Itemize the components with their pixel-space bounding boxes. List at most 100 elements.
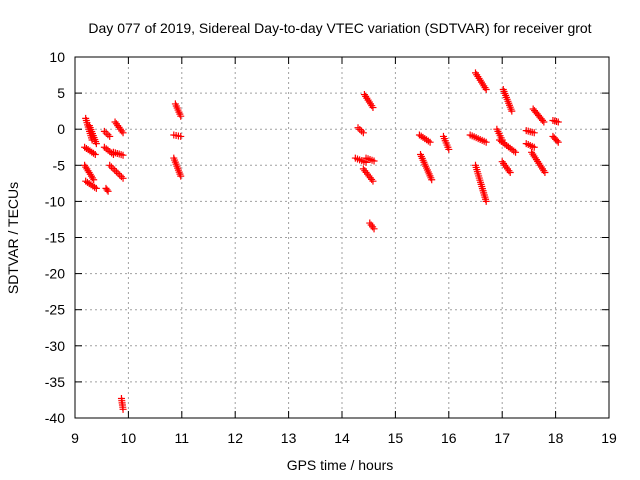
data-segment xyxy=(170,131,185,140)
chart-title: Day 077 of 2019, Sidereal Day-to-day VTE… xyxy=(88,20,591,36)
data-point xyxy=(177,132,185,140)
data-point xyxy=(553,137,561,145)
data-point xyxy=(104,187,112,195)
x-tick-label: 16 xyxy=(441,430,457,446)
data-point xyxy=(107,163,115,171)
data-point xyxy=(530,143,538,151)
data-segment xyxy=(359,165,377,185)
x-tick-label: 18 xyxy=(548,430,564,446)
data-segment xyxy=(100,127,114,140)
data-point xyxy=(482,197,490,205)
data-point xyxy=(92,184,100,192)
data-point xyxy=(119,151,127,159)
data-point xyxy=(508,107,516,115)
data-point xyxy=(554,118,562,126)
data-point xyxy=(482,85,490,93)
data-point xyxy=(426,138,434,146)
data-segment xyxy=(549,132,562,146)
data-point xyxy=(116,171,124,179)
data-segment xyxy=(528,148,549,177)
data-point xyxy=(530,129,538,137)
x-tick-label: 17 xyxy=(494,430,510,446)
data-point xyxy=(119,174,127,182)
y-tick-label: 0 xyxy=(57,121,65,137)
y-tick-label: -10 xyxy=(45,193,65,209)
data-point xyxy=(177,112,185,120)
x-tick-labels: 9 10 11 12 13 14 15 16 17 18 19 xyxy=(71,430,617,446)
data-point xyxy=(482,138,490,146)
data-point xyxy=(539,116,547,124)
x-axis-label: GPS time / hours xyxy=(287,457,394,473)
data-segment xyxy=(472,161,490,205)
data-point xyxy=(91,150,99,158)
y-tick-label: -35 xyxy=(45,374,65,390)
data-segment xyxy=(85,122,100,148)
data-point xyxy=(111,166,119,174)
data-segment xyxy=(499,85,516,115)
data-point xyxy=(103,186,111,194)
data-point xyxy=(109,165,117,173)
data-segment xyxy=(170,154,185,180)
data-segment xyxy=(529,105,548,126)
data-segment xyxy=(439,132,453,153)
data-segment xyxy=(496,136,520,156)
data-segment xyxy=(111,118,127,137)
y-tick-labels: 10 5 0 -5 -10 -15 -20 -25 -30 -35 -40 xyxy=(45,49,65,426)
data-segment xyxy=(106,161,127,182)
data-segment xyxy=(498,158,514,177)
data-point xyxy=(106,161,114,169)
x-tick-label: 13 xyxy=(281,430,297,446)
x-tick-label: 19 xyxy=(601,430,617,446)
data-segment xyxy=(102,184,112,195)
data-segment xyxy=(522,127,538,137)
data-segment xyxy=(416,150,436,184)
data-segment xyxy=(362,154,378,165)
data-point xyxy=(428,176,436,184)
data-point xyxy=(370,225,378,233)
data-segment xyxy=(351,154,370,166)
data-segment xyxy=(354,124,367,137)
data-segment xyxy=(522,140,538,151)
data-segment xyxy=(360,91,377,112)
data-segment xyxy=(81,143,99,158)
data-point xyxy=(119,405,127,413)
data-segment xyxy=(366,219,378,233)
data-point xyxy=(512,148,520,156)
data-segment xyxy=(117,395,127,413)
y-tick-label: 5 xyxy=(57,85,65,101)
data-point xyxy=(106,132,114,140)
y-tick-label: -5 xyxy=(53,157,66,173)
data-segment xyxy=(81,161,98,184)
data-point xyxy=(119,129,127,137)
data-point xyxy=(114,169,122,177)
y-tick-label: -15 xyxy=(45,230,65,246)
data-point xyxy=(369,104,377,112)
data-point xyxy=(370,157,378,165)
y-axis-label: SDTVAR / TECUs xyxy=(5,182,21,294)
data-segment xyxy=(549,117,562,126)
x-tick-label: 10 xyxy=(121,430,137,446)
data-segment xyxy=(82,177,100,192)
x-tick-label: 9 xyxy=(71,430,79,446)
data-point xyxy=(445,145,453,153)
data-point xyxy=(359,129,367,137)
data-point xyxy=(506,169,514,177)
y-tick-label: -25 xyxy=(45,302,65,318)
data-points xyxy=(81,69,562,413)
data-point xyxy=(177,172,185,180)
y-tick-label: -40 xyxy=(45,410,65,426)
grid xyxy=(75,57,609,418)
y-tick-label: 10 xyxy=(49,49,65,65)
data-point xyxy=(554,138,562,146)
data-point xyxy=(540,118,548,126)
data-point xyxy=(92,140,100,148)
data-segment xyxy=(472,69,490,93)
axis-ticks xyxy=(74,56,610,419)
y-tick-label: -30 xyxy=(45,338,65,354)
data-segment xyxy=(466,131,490,146)
data-point xyxy=(112,168,120,176)
y-tick-label: -20 xyxy=(45,266,65,282)
data-segment xyxy=(415,131,434,146)
